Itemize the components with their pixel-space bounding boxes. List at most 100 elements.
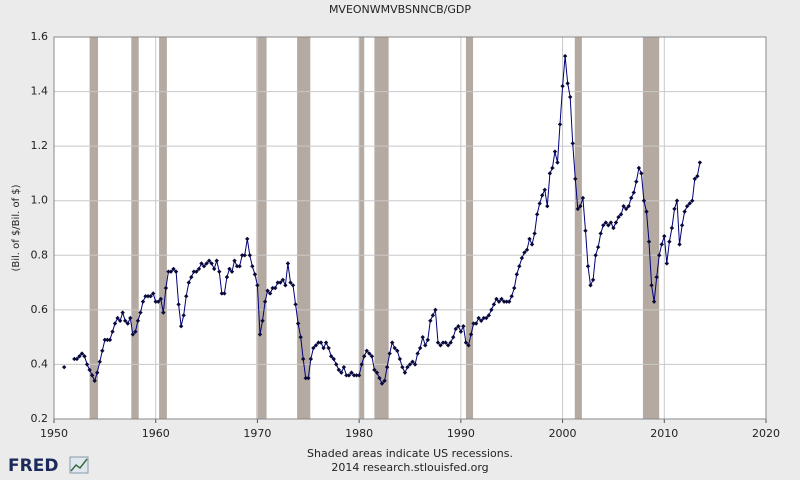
point-marker [77,354,82,359]
source: 2014 research.stlouisfed.org [331,461,488,474]
point-marker [440,340,446,345]
point-marker [669,225,675,231]
point-marker [387,351,392,356]
point-marker [560,83,565,89]
point-marker [369,354,375,359]
point-marker [448,340,453,345]
point-marker [168,269,174,274]
point-marker [336,367,341,373]
point-marker [664,261,670,266]
point-marker [453,326,458,332]
point-marker [328,354,334,359]
point-marker [677,242,682,247]
point-marker [306,375,311,381]
point-marker [479,318,484,323]
point-marker [138,310,143,315]
point-marker [634,179,639,184]
x-tick-label: 1970 [243,427,271,440]
point-marker [295,321,301,326]
point-marker [542,187,547,192]
point-marker [275,280,280,285]
point-marker [283,283,288,288]
point-marker [618,212,624,217]
point-marker [140,299,146,304]
point-marker [161,310,166,315]
point-marker [74,356,80,362]
point-marker [374,370,380,375]
point-marker [349,370,354,375]
point-marker [356,373,362,378]
point-marker [123,318,128,323]
point-marker [237,264,242,269]
point-marker [517,264,522,269]
point-marker [260,318,265,323]
point-marker [580,195,586,201]
recession-band [131,37,139,419]
point-marker [547,171,553,176]
point-marker [156,299,161,304]
point-marker [667,239,672,244]
point-marker [463,340,469,345]
point-marker [443,340,448,345]
point-marker [496,299,502,304]
point-marker [407,362,413,367]
point-marker [285,261,291,266]
point-marker [697,160,703,165]
point-marker [585,264,591,269]
point-marker [476,315,481,321]
point-marker [181,313,186,318]
point-marker [250,264,255,269]
point-marker [410,359,415,364]
point-marker [593,253,598,258]
point-marker [575,206,581,212]
point-marker [519,255,525,261]
point-marker [255,283,260,288]
point-marker [512,285,517,291]
point-marker [242,253,247,258]
point-marker [158,296,163,302]
point-marker [222,291,227,296]
point-marker [565,81,570,86]
point-marker [313,343,319,348]
point-marker [384,364,390,370]
logo-line [70,458,88,472]
recession-band [159,37,167,419]
point-marker [468,332,474,337]
point-marker [344,373,349,378]
point-marker [72,356,77,362]
point-marker [341,364,347,370]
point-marker [196,266,202,272]
point-marker [616,214,621,220]
point-marker [232,258,237,263]
point-marker [107,337,113,343]
recession-band [89,37,99,419]
point-marker [206,258,212,263]
point-marker [331,356,336,362]
point-marker [278,280,283,285]
point-marker [120,310,125,315]
x-tick-label: 2010 [650,427,678,440]
point-marker [611,225,616,231]
point-marker [364,348,369,353]
point-marker [265,288,270,293]
point-marker [362,354,367,359]
point-marker [100,348,105,353]
point-marker [473,321,479,326]
point-marker [499,296,504,302]
point-marker [92,378,97,383]
point-marker [321,345,326,351]
point-marker [148,294,153,299]
point-marker [590,277,596,283]
point-marker [438,343,443,348]
point-marker [201,264,207,269]
point-marker [522,250,527,255]
y-tick-label: 1.0 [31,194,49,207]
point-marker [392,345,397,351]
y-tick-label: 1.6 [31,30,49,43]
point-marker [125,321,130,326]
point-marker [194,269,199,274]
point-marker [433,307,438,313]
point-marker [662,233,667,239]
recession-band [642,37,660,419]
point-marker [646,239,652,244]
